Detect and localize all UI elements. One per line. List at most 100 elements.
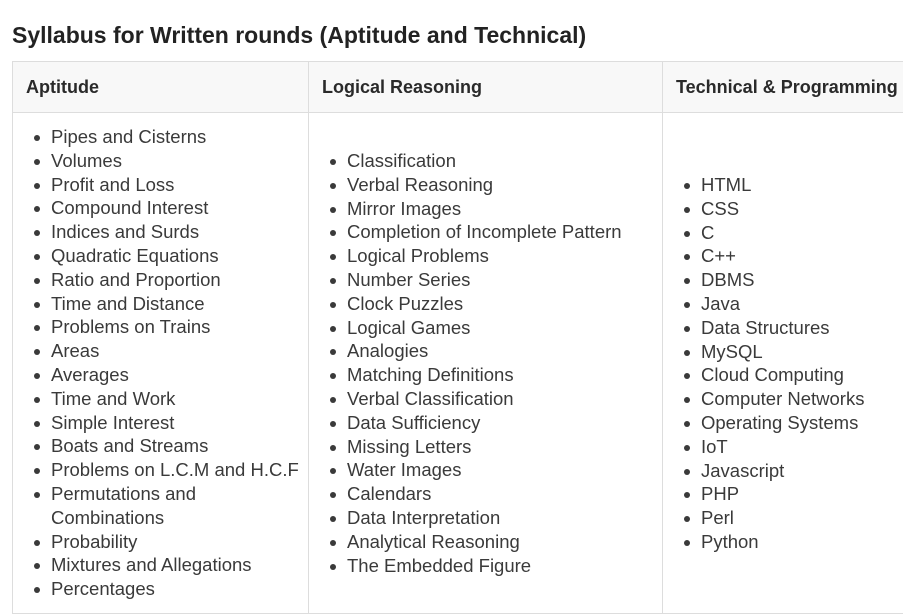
list-item: Time and Work	[13, 387, 308, 411]
list-item-text: CSS	[701, 197, 740, 219]
list-item: Indices and Surds	[13, 220, 308, 244]
list-item-text: Logical Games	[347, 316, 471, 338]
list-item-text-continuation: Combinations	[51, 506, 165, 528]
list-item: Analogies	[309, 339, 662, 363]
column-body-technical-programming: HTML CSS C C++ DBMS Java Data Structures MySQL C…	[663, 113, 903, 613]
list-item: Logical Problems	[309, 244, 662, 268]
list-item-text: Analytical Reasoning	[347, 530, 520, 552]
list-item-text: Profit and Loss	[51, 173, 175, 195]
list-item-text: Time and Work	[51, 387, 176, 409]
list-item-text: Volumes	[51, 149, 122, 171]
list-item-text: IoT	[701, 435, 728, 457]
list-item-text: Verbal Classification	[347, 387, 514, 409]
list-item: Areas	[13, 339, 308, 363]
list-item-text: Classification	[347, 150, 456, 171]
list-item-text: C++	[701, 245, 736, 267]
list-item-text: C	[701, 221, 715, 243]
list-item-text: Mirror Images	[347, 197, 462, 219]
list-item-text: DBMS	[701, 269, 755, 291]
list-item-text: Averages	[51, 363, 129, 385]
list-item-text: Verbal Reasoning	[347, 173, 494, 195]
list-item: Volumes	[13, 149, 308, 173]
list-item-text: Boats and Streams	[51, 435, 209, 457]
list-item: Verbal Classification	[309, 387, 662, 411]
list-item: Logical Games	[309, 316, 662, 340]
list-item: Perl	[663, 506, 903, 530]
list-item: Operating Systems	[663, 411, 903, 435]
aptitude-list: Pipes and Cisterns Volumes Profit and Loss…	[13, 125, 308, 601]
list-item-text: Data Sufficiency	[347, 411, 481, 433]
list-item-text: Logical Problems	[347, 245, 489, 267]
list-item-text: Data Interpretation	[347, 506, 501, 528]
list-item-text: Calendars	[347, 483, 432, 505]
list-item-text: Pipes and Cisterns	[51, 126, 207, 147]
list-item: Compound Interest	[13, 196, 308, 220]
column-logical-reasoning: Logical Reasoning Classification Verbal R…	[309, 62, 663, 613]
list-item: IoT	[663, 435, 903, 459]
list-item-text: Javascript	[701, 459, 785, 481]
list-item: MySQL	[663, 340, 903, 364]
list-item: Boats and Streams	[13, 434, 308, 458]
list-item-text: Problems on L.C.M and H.C.F	[51, 459, 299, 481]
list-item: Quadratic Equations	[13, 244, 308, 268]
column-header-logical-reasoning: Logical Reasoning	[309, 62, 662, 113]
list-item: Java	[663, 292, 903, 316]
list-item: Problems on L.C.M and H.C.F	[13, 458, 308, 482]
list-item-text: Computer Networks	[701, 388, 865, 410]
list-item: Profit and Loss	[13, 173, 308, 197]
list-item: Classification	[309, 149, 662, 173]
column-header-aptitude: Aptitude	[13, 62, 308, 113]
list-item: C++	[663, 244, 903, 268]
list-item: Data Interpretation	[309, 506, 662, 530]
list-item-text: Matching Definitions	[347, 364, 514, 386]
list-item-text: Analogies	[347, 340, 429, 362]
list-item: Simple Interest	[13, 411, 308, 435]
column-header-technical-programming: Technical & Programming	[663, 62, 903, 113]
list-item: Ratio and Proportion	[13, 268, 308, 292]
list-item-text: Completion of Incomplete Pattern	[347, 221, 622, 243]
column-body-logical-reasoning: Classification Verbal Reasoning Mirror Ima…	[309, 113, 662, 613]
list-item: Verbal Reasoning	[309, 173, 662, 197]
list-item-text: Water Images	[347, 459, 462, 481]
list-item: Time and Distance	[13, 292, 308, 316]
list-item-text: Time and Distance	[51, 292, 205, 314]
list-item: C	[663, 221, 903, 245]
technical-programming-list: HTML CSS C C++ DBMS Java Data Structures MySQL C…	[663, 173, 903, 554]
list-item: PHP	[663, 482, 903, 506]
list-item: Missing Letters	[309, 435, 662, 459]
list-item-text: Indices and Surds	[51, 221, 200, 243]
list-item-text: Data Structures	[701, 316, 830, 338]
syllabus-table: Aptitude Pipes and Cisterns Volumes Profit…	[12, 61, 903, 614]
list-item: The Embedded Figure	[309, 554, 662, 578]
list-item-text: Operating Systems	[701, 411, 859, 433]
list-item: Number Series	[309, 268, 662, 292]
list-item-text: Clock Puzzles	[347, 292, 464, 314]
list-item-text: MySQL	[701, 340, 763, 362]
list-item: Percentages	[13, 577, 308, 601]
column-aptitude: Aptitude Pipes and Cisterns Volumes Profit…	[13, 62, 309, 613]
list-item-text: Problems on Trains	[51, 316, 211, 338]
logical-reasoning-list: Classification Verbal Reasoning Mirror Ima…	[309, 149, 662, 577]
column-body-aptitude: Pipes and Cisterns Volumes Profit and Loss…	[13, 113, 308, 613]
list-item-text: Compound Interest	[51, 197, 209, 219]
list-item: Matching Definitions	[309, 363, 662, 387]
list-item: Mirror Images	[309, 197, 662, 221]
list-item: Cloud Computing	[663, 363, 903, 387]
list-item-text: Perl	[701, 507, 734, 529]
page-title: Syllabus for Written rounds (Aptitude an…	[12, 22, 587, 48]
list-item: Problems on Trains	[13, 315, 308, 339]
list-item: Computer Networks	[663, 387, 903, 411]
list-item-text: Probability	[51, 530, 138, 552]
list-item-text: Permutations and	[51, 482, 197, 504]
list-item: Javascript	[663, 459, 903, 483]
list-item-text: The Embedded Figure	[347, 554, 532, 576]
list-item-text: Python	[701, 530, 759, 552]
list-item: DBMS	[663, 268, 903, 292]
list-item-text: Java	[701, 292, 741, 314]
list-item: Analytical Reasoning	[309, 530, 662, 554]
list-item-text: Percentages	[51, 578, 155, 600]
list-item-text: Ratio and Proportion	[51, 268, 221, 290]
list-item: Permutations and Combinations	[13, 482, 308, 530]
list-item: Calendars	[309, 482, 662, 506]
list-item-text: Number Series	[347, 268, 471, 290]
